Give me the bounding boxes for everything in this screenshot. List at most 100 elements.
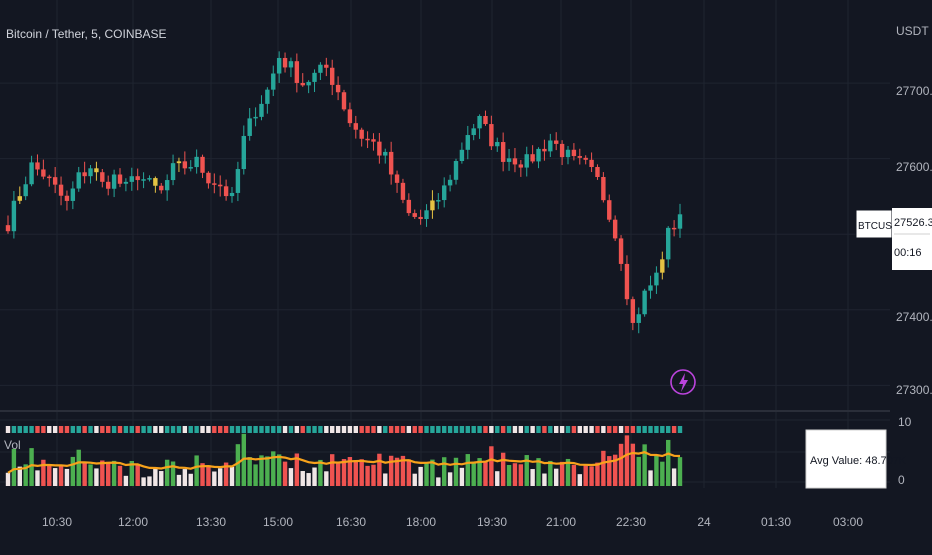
volume-strip-cell <box>400 426 406 433</box>
volume-bar <box>618 443 624 486</box>
volume-bar <box>11 448 17 486</box>
candle <box>453 158 459 185</box>
candle <box>58 176 64 206</box>
volume-strip-cell <box>483 426 488 433</box>
time-tick: 19:30 <box>477 515 507 529</box>
candle <box>5 215 11 234</box>
volume-strip-cell <box>35 426 40 433</box>
volume-strip-cell <box>406 426 412 433</box>
volume-strip-cell <box>459 426 465 433</box>
volume-strip-cell <box>318 426 323 433</box>
candle <box>648 275 653 299</box>
candle <box>377 132 382 164</box>
candle <box>601 172 606 203</box>
volume-bar <box>64 468 70 486</box>
candle <box>70 181 76 210</box>
candle <box>76 166 81 192</box>
volume-bar <box>294 453 300 486</box>
price-axis[interactable]: USDT 27700.00 27600.00 27400.00 27300.00 <box>896 24 932 397</box>
symbol-title: Bitcoin / Tether, 5, COINBASE <box>6 27 167 41</box>
volume-bar <box>371 464 376 486</box>
volume-strip-cell <box>47 426 52 433</box>
candle <box>330 59 335 96</box>
volume-bar <box>212 471 217 486</box>
candle <box>347 102 353 127</box>
volume-strip-cell <box>524 426 529 433</box>
lightning-alert-icon[interactable] <box>670 369 696 395</box>
volume-strip-cell <box>212 426 217 433</box>
volume-strip-cell <box>365 426 370 433</box>
volume-strip-cell <box>500 426 506 433</box>
volume-bar <box>123 475 129 486</box>
candle <box>300 73 305 87</box>
volume-bar <box>341 459 347 486</box>
volume-bar <box>35 470 40 486</box>
volume-bar <box>554 468 559 486</box>
volume-bar <box>542 473 547 486</box>
candle <box>259 95 264 121</box>
volume-strip-cell <box>88 426 93 433</box>
volume-bar <box>630 443 636 486</box>
volume-bar <box>512 463 518 486</box>
candle <box>483 110 488 126</box>
volume-bar <box>377 453 382 486</box>
volume-bar <box>88 464 93 486</box>
candle <box>253 107 258 127</box>
volume-strip-cell <box>111 426 117 433</box>
candle <box>324 57 329 77</box>
candle <box>341 89 347 112</box>
volume-bar <box>259 455 264 486</box>
candle <box>542 139 547 161</box>
candle <box>612 215 618 242</box>
volume-strip-cell <box>265 426 270 433</box>
volume-strip-cell <box>465 426 470 433</box>
candle <box>271 65 276 97</box>
volume-strip-cell <box>241 426 246 433</box>
candle <box>565 145 571 165</box>
candle <box>400 178 406 204</box>
candle <box>365 131 370 149</box>
symbol-tag[interactable]: BTCUSDT <box>855 209 905 239</box>
volume-tick: 0 <box>898 473 905 487</box>
volume-strip-cell <box>542 426 547 433</box>
candle <box>218 175 223 197</box>
candle <box>153 176 158 193</box>
candle <box>94 161 99 181</box>
volume-strip-cell <box>601 426 606 433</box>
volume-strip-cell <box>453 426 459 433</box>
candle <box>288 57 294 78</box>
volume-strip-cell <box>530 426 535 433</box>
symbol-tag-text: BTCUSDT <box>858 221 905 232</box>
last-price-label[interactable]: 27526.38 00:16 <box>892 208 932 270</box>
candle <box>182 151 188 175</box>
volume-bar <box>400 455 406 486</box>
candle <box>660 251 665 280</box>
candle <box>276 51 282 83</box>
volume-strip-cell <box>324 426 329 433</box>
volume-strip-cell <box>636 426 641 433</box>
candle <box>554 132 559 151</box>
volume-strip-cell <box>589 426 594 433</box>
volume-bar <box>577 474 582 486</box>
volume-strip-cell <box>648 426 653 433</box>
volume-bar <box>383 473 388 486</box>
volume-bar <box>82 462 87 486</box>
time-tick: 18:00 <box>406 515 436 529</box>
time-axis[interactable]: 10:30 12:00 13:30 15:00 16:30 18:00 19:3… <box>42 515 863 529</box>
volume-strip-cell <box>666 426 671 433</box>
volume-bar <box>424 461 429 486</box>
volume-strip-cell <box>300 426 305 433</box>
volume-bar <box>500 452 506 486</box>
volume-average-line <box>7 451 681 474</box>
volume-strip-cell <box>577 426 582 433</box>
volume-bar <box>117 465 123 486</box>
volume-bar <box>223 462 229 486</box>
volume-bar <box>206 465 211 486</box>
volume-strip-cell <box>29 426 34 433</box>
candle <box>106 175 111 196</box>
time-tick: 24 <box>697 515 711 529</box>
price-tick: 27600.00 <box>896 160 932 174</box>
volume-bar <box>406 459 412 486</box>
